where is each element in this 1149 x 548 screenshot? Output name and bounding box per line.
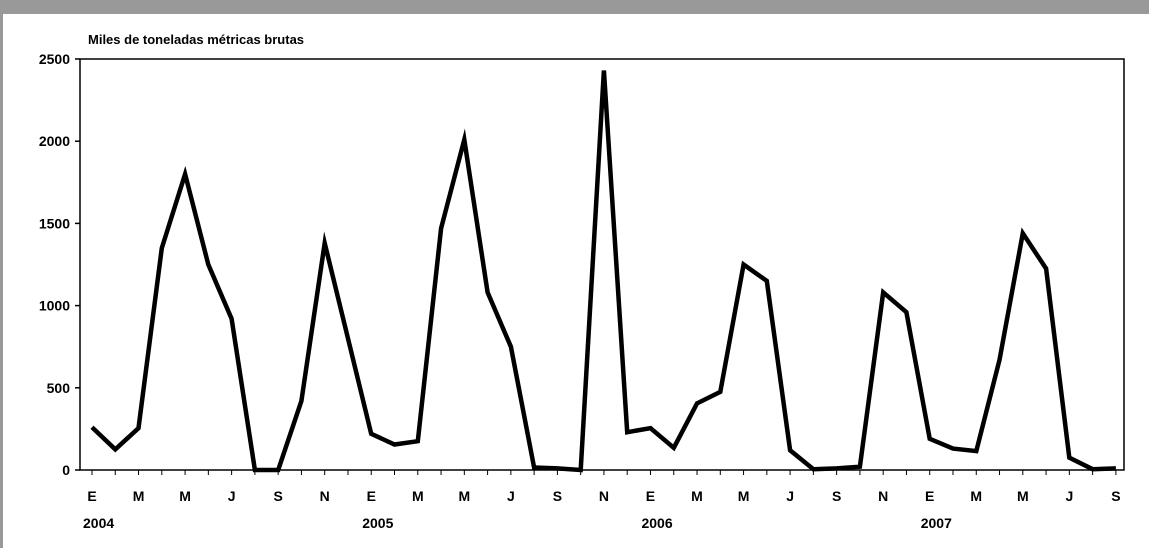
- x-tick-label: N: [599, 488, 609, 504]
- x-tick-label: M: [458, 488, 470, 504]
- x-tick-label: M: [738, 488, 750, 504]
- x-axis: E M M J S N E M M J S N E M M J S N E M M J S 2004 2005 2006 2007: [83, 470, 1121, 531]
- x-tick-label: N: [320, 488, 330, 504]
- year-label: 2006: [641, 515, 672, 531]
- x-tick-label: J: [507, 488, 515, 504]
- x-tick-label: J: [786, 488, 794, 504]
- x-tick-label: M: [1017, 488, 1029, 504]
- plot-frame: [79, 58, 1125, 471]
- year-label: 2005: [362, 515, 393, 531]
- y-tick-label: 500: [47, 380, 71, 396]
- year-label: 2004: [83, 515, 114, 531]
- y-tick-label: 1500: [39, 215, 70, 231]
- x-tick-label: S: [1111, 488, 1120, 504]
- x-tick-label: S: [832, 488, 841, 504]
- series-layer: [90, 70, 1116, 473]
- unit-label: Miles de toneladas métricas brutas: [88, 32, 304, 47]
- x-tick-label: E: [646, 488, 655, 504]
- series-line: [90, 70, 1116, 473]
- x-tick-label: M: [970, 488, 982, 504]
- y-axis: 0 500 1000 1500 2000 2500: [39, 51, 80, 478]
- y-tick-label: 2500: [39, 51, 70, 67]
- x-tick-label: M: [691, 488, 703, 504]
- x-tick-label: M: [412, 488, 424, 504]
- x-tick-label: E: [367, 488, 376, 504]
- y-tick-label: 1000: [39, 298, 70, 314]
- x-tick-label: S: [273, 488, 282, 504]
- x-tick-label: J: [228, 488, 236, 504]
- y-tick-label: 0: [62, 462, 70, 478]
- left-rule: [0, 14, 3, 548]
- x-tick-label: S: [553, 488, 562, 504]
- x-tick-label: N: [878, 488, 888, 504]
- x-tick-label: E: [925, 488, 934, 504]
- year-label: 2007: [921, 515, 952, 531]
- x-tick-label: M: [133, 488, 145, 504]
- x-tick-label: E: [87, 488, 96, 504]
- top-bar: [0, 0, 1149, 14]
- y-tick-label: 2000: [39, 133, 70, 149]
- x-tick-label: J: [1065, 488, 1073, 504]
- x-tick-label: M: [179, 488, 191, 504]
